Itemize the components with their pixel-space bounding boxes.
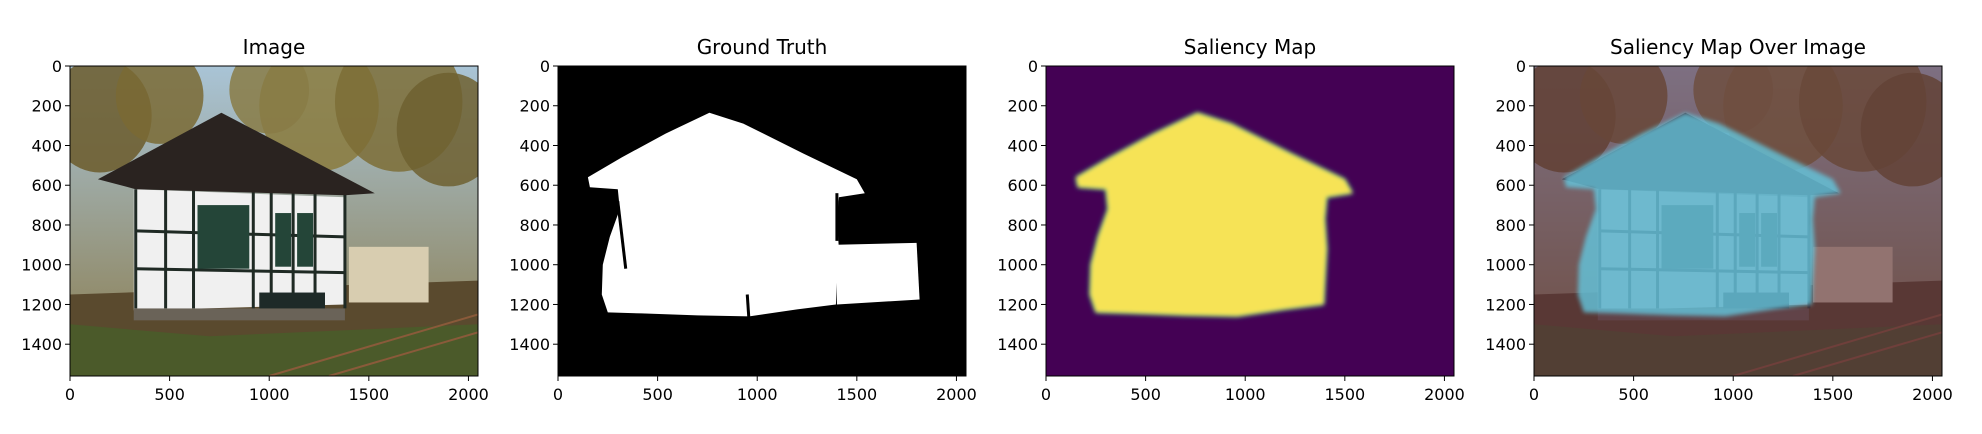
door bbox=[197, 205, 250, 269]
y-tick-label: 400 bbox=[1495, 136, 1526, 155]
x-tick-label: 500 bbox=[1618, 385, 1649, 404]
y-tick-label: 1200 bbox=[997, 295, 1038, 314]
x-tick-label: 1000 bbox=[737, 385, 778, 404]
timber-beam bbox=[135, 267, 345, 275]
panel-title: Ground Truth bbox=[697, 35, 828, 59]
y-tick-label: 1400 bbox=[509, 335, 550, 354]
mask-gap bbox=[745, 294, 751, 325]
panel-image bbox=[558, 66, 966, 376]
panel-saliency: 0 500 1000 1500 2000 0 200 400 600 800 1000 1200 140… bbox=[997, 35, 1465, 404]
mask-gap bbox=[616, 200, 628, 269]
y-tick-label: 1400 bbox=[21, 335, 62, 354]
y-tick-label: 0 bbox=[52, 57, 62, 76]
panel-title: Saliency Map Over Image bbox=[1610, 35, 1866, 59]
bench bbox=[259, 292, 325, 310]
panel-image bbox=[70, 66, 478, 376]
panel-photo: 0 500 1000 1500 2000 0 200 400 600 800 1000 1200 140… bbox=[21, 35, 489, 404]
x-tick-label: 1500 bbox=[836, 385, 877, 404]
y-tick-label: 600 bbox=[1495, 176, 1526, 195]
x-tick-label: 1000 bbox=[249, 385, 290, 404]
x-tick-label: 1500 bbox=[1812, 385, 1853, 404]
y-tick-label: 1400 bbox=[1485, 335, 1526, 354]
y-tick-label: 800 bbox=[519, 216, 550, 235]
y-tick-label: 200 bbox=[1007, 97, 1038, 116]
roof bbox=[97, 112, 375, 196]
y-tick-label: 600 bbox=[519, 176, 550, 195]
y-tick-label: 0 bbox=[1028, 57, 1038, 76]
x-tick-label: 1000 bbox=[1225, 385, 1266, 404]
y-tick-label: 0 bbox=[1516, 57, 1526, 76]
x-tick-label: 2000 bbox=[448, 385, 489, 404]
x-tick-label: 0 bbox=[1041, 385, 1051, 404]
tree-foliage bbox=[229, 66, 310, 134]
y-tick-label: 600 bbox=[1007, 176, 1038, 195]
y-tick-label: 0 bbox=[540, 57, 550, 76]
mask-house bbox=[587, 112, 865, 317]
y-tick-label: 400 bbox=[519, 136, 550, 155]
x-tick-label: 1000 bbox=[1713, 385, 1754, 404]
y-tick-label: 200 bbox=[1495, 97, 1526, 116]
y-tick-label: 800 bbox=[1007, 216, 1038, 235]
window bbox=[297, 213, 314, 267]
x-tick-label: 2000 bbox=[1912, 385, 1953, 404]
y-tick-label: 1200 bbox=[1485, 295, 1526, 314]
y-tick-label: 1000 bbox=[21, 256, 62, 275]
y-tick-label: 800 bbox=[1495, 216, 1526, 235]
panel-image bbox=[1534, 66, 1942, 376]
rail bbox=[328, 331, 478, 376]
tree-foliage bbox=[115, 66, 204, 144]
y-tick-label: 1200 bbox=[509, 295, 550, 314]
y-tick-label: 600 bbox=[31, 176, 62, 195]
foundation bbox=[133, 308, 345, 321]
x-tick-label: 500 bbox=[1130, 385, 1161, 404]
axes-frame bbox=[1045, 65, 1455, 377]
y-tick-label: 1000 bbox=[1485, 256, 1526, 275]
x-tick-label: 0 bbox=[553, 385, 563, 404]
x-tick-label: 500 bbox=[154, 385, 185, 404]
y-tick-label: 800 bbox=[31, 216, 62, 235]
axes-frame bbox=[69, 65, 479, 377]
y-tick-label: 1000 bbox=[997, 256, 1038, 275]
panel-title: Image bbox=[243, 35, 306, 59]
x-tick-label: 0 bbox=[65, 385, 75, 404]
y-tick-label: 400 bbox=[31, 136, 62, 155]
axes-frame bbox=[557, 65, 967, 377]
y-tick-label: 200 bbox=[31, 97, 62, 116]
x-tick-label: 1500 bbox=[1324, 385, 1365, 404]
y-tick-label: 1000 bbox=[509, 256, 550, 275]
x-tick-label: 1500 bbox=[348, 385, 389, 404]
rail bbox=[268, 313, 478, 376]
panel-title: Saliency Map bbox=[1184, 35, 1316, 59]
x-tick-label: 500 bbox=[642, 385, 673, 404]
overlay-saliency-region bbox=[1563, 112, 1841, 317]
y-tick-label: 1200 bbox=[21, 295, 62, 314]
axes-frame bbox=[1533, 65, 1943, 377]
mask-shed bbox=[836, 242, 920, 305]
x-tick-label: 2000 bbox=[1424, 385, 1465, 404]
tree-foliage bbox=[396, 72, 478, 187]
panel-image bbox=[1046, 66, 1454, 376]
panel-mask: 0 500 1000 1500 2000 0 200 400 600 800 1000 1200 140… bbox=[509, 35, 977, 404]
shed bbox=[348, 246, 429, 303]
window bbox=[275, 213, 292, 267]
x-tick-label: 2000 bbox=[936, 385, 977, 404]
saliency-region bbox=[1075, 112, 1353, 317]
panel-overlay: 0 500 1000 1500 2000 0 200 400 600 800 1000 1200 140… bbox=[1485, 35, 1953, 404]
y-tick-label: 200 bbox=[519, 97, 550, 116]
y-tick-label: 1400 bbox=[997, 335, 1038, 354]
y-tick-label: 400 bbox=[1007, 136, 1038, 155]
x-tick-label: 0 bbox=[1529, 385, 1539, 404]
